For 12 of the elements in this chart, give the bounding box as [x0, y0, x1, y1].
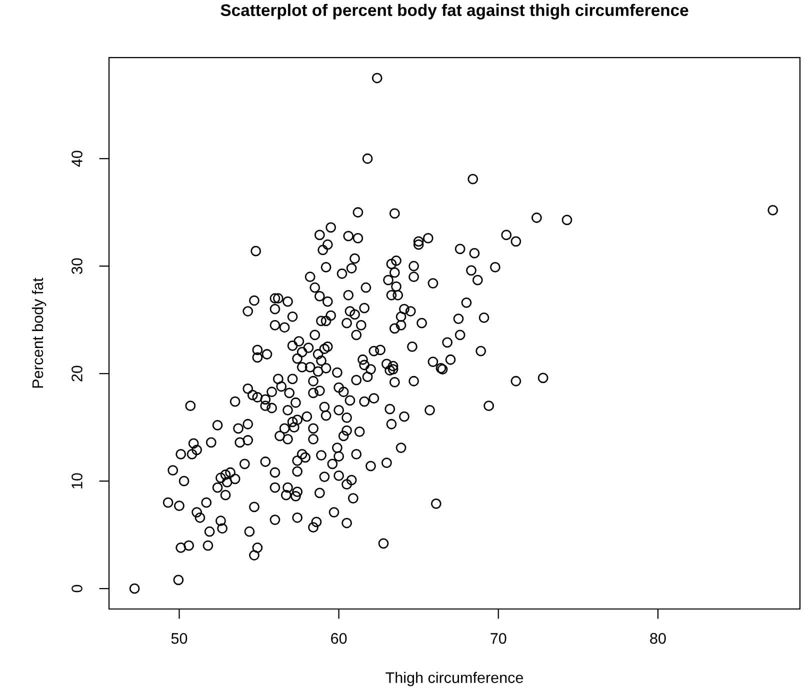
x-tick-label: 70: [490, 633, 506, 644]
y-axis-title: Percent body fat: [32, 278, 46, 388]
y-tick-label: 20: [72, 366, 82, 382]
chart-title: Scatterplot of percent body fat against thigh circumference: [220, 4, 688, 20]
y-tick-label: 0: [72, 584, 82, 592]
x-tick-label: 80: [650, 633, 666, 644]
y-tick-label: 10: [72, 473, 82, 488]
x-tick-label: 50: [171, 633, 188, 644]
x-tick-label: 60: [331, 633, 347, 644]
y-tick-label: 30: [72, 258, 82, 274]
y-tick-label: 40: [72, 150, 82, 167]
x-axis-title: Thigh circumference: [386, 672, 524, 686]
